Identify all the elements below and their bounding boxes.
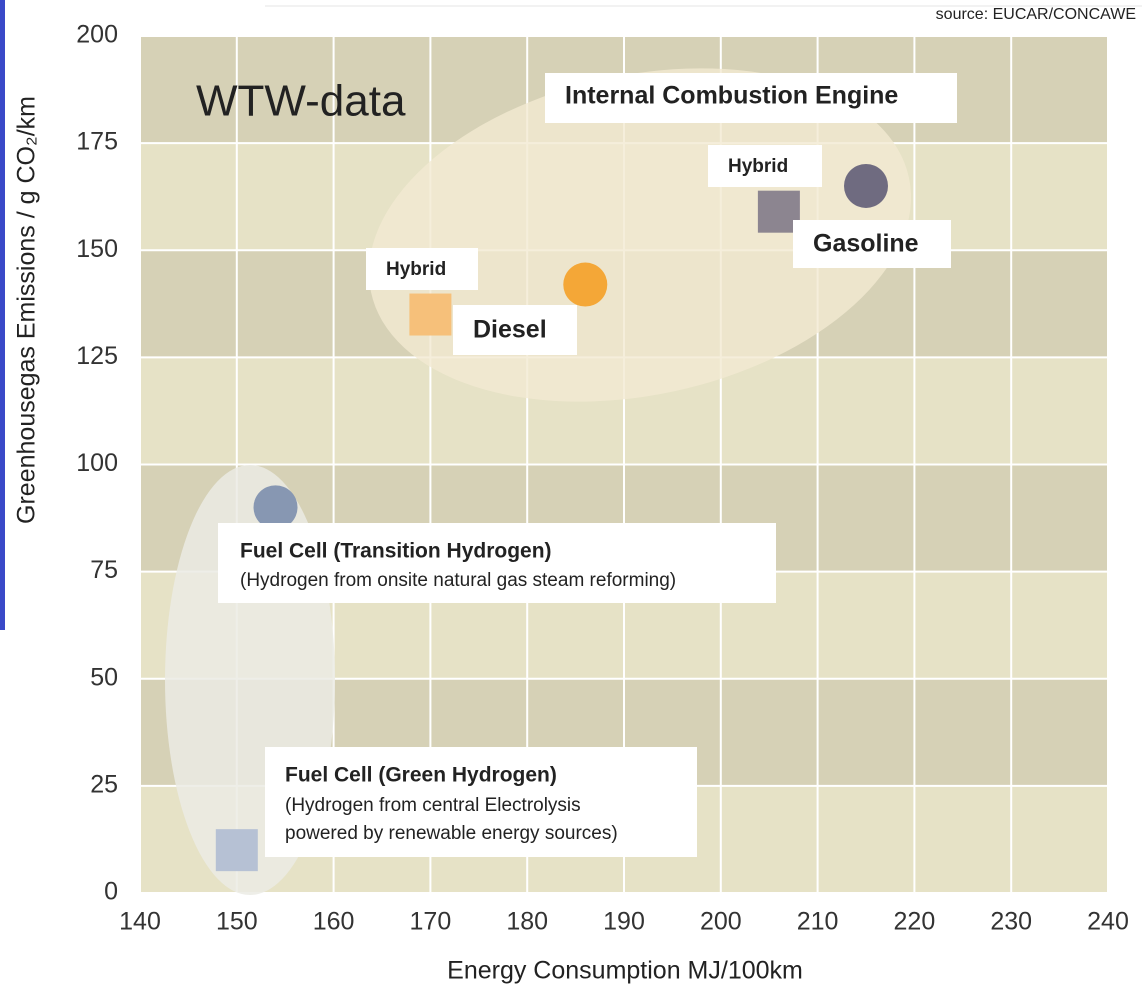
y-tick-label: 75 bbox=[90, 556, 118, 584]
annotation: powered by renewable energy sources) bbox=[285, 823, 618, 844]
x-tick-label: 210 bbox=[797, 908, 839, 936]
label-box bbox=[708, 145, 822, 187]
annotation: (Hydrogen from onsite natural gas steam … bbox=[240, 570, 676, 591]
y-tick-label: 125 bbox=[76, 342, 118, 370]
point bbox=[563, 262, 608, 307]
annotation: (Hydrogen from central Electrolysis bbox=[285, 795, 581, 816]
y-tick-label: 0 bbox=[104, 878, 118, 906]
point bbox=[757, 190, 800, 233]
y-axis-label: Greenhousegas Emissions / g CO₂/km bbox=[13, 96, 41, 524]
y-tick-label: 150 bbox=[76, 235, 118, 263]
point bbox=[253, 485, 298, 530]
annotation: Hybrid bbox=[386, 259, 446, 280]
source: source: EUCAR/CONCAWE bbox=[936, 6, 1136, 23]
y-tick-label: 100 bbox=[76, 449, 118, 477]
x-tick-label: 200 bbox=[700, 908, 742, 936]
annotation: Diesel bbox=[473, 316, 547, 344]
marks bbox=[215, 163, 888, 872]
annotation: Gasoline bbox=[813, 230, 919, 258]
x-tick-label: 220 bbox=[894, 908, 936, 936]
annotation: Internal Combustion Engine bbox=[565, 82, 898, 110]
label-box bbox=[545, 73, 957, 123]
side-bar bbox=[0, 0, 5, 630]
x-tick-label: 170 bbox=[410, 908, 452, 936]
x-tick-label: 240 bbox=[1087, 908, 1129, 936]
annotation: Fuel Cell (Green Hydrogen) bbox=[285, 764, 557, 787]
chart-title: WTW-data bbox=[196, 77, 406, 126]
x-tick-label: 160 bbox=[313, 908, 355, 936]
x-tick-label: 140 bbox=[119, 908, 161, 936]
annotation: Hybrid bbox=[728, 156, 788, 177]
label-box bbox=[793, 220, 951, 268]
y-tick-label: 200 bbox=[76, 21, 118, 49]
x-tick-label: 180 bbox=[506, 908, 548, 936]
x-tick-label: 230 bbox=[990, 908, 1032, 936]
x-tick-label: 190 bbox=[603, 908, 645, 936]
point bbox=[215, 829, 258, 872]
x-axis-label: Energy Consumption MJ/100km bbox=[447, 957, 803, 985]
y-tick-label: 175 bbox=[76, 128, 118, 156]
label-box bbox=[265, 747, 697, 857]
y-tick-label: 25 bbox=[90, 770, 118, 798]
x-tick-label: 150 bbox=[216, 908, 258, 936]
point bbox=[409, 293, 452, 336]
annotation: Fuel Cell (Transition Hydrogen) bbox=[240, 540, 552, 563]
label-box bbox=[366, 248, 478, 290]
point bbox=[844, 163, 888, 208]
label-box bbox=[453, 305, 577, 355]
label-box bbox=[218, 523, 776, 603]
annotations: Internal Combustion Engine Hybrid Gasoli… bbox=[218, 73, 957, 857]
y-tick-label: 50 bbox=[90, 663, 118, 691]
